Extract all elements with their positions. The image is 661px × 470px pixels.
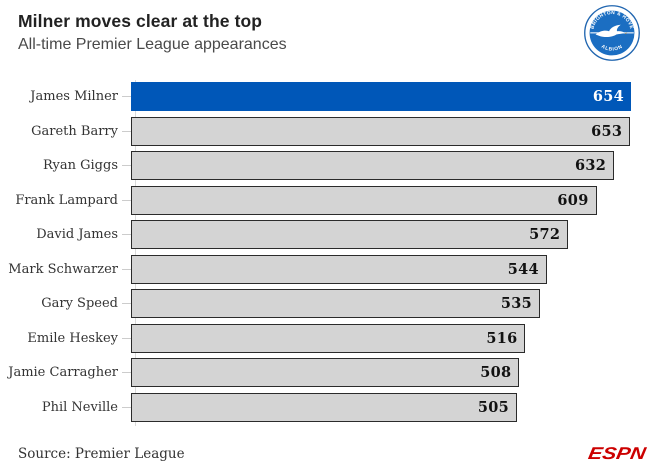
crest-bottom-text: ALBION [600,44,623,53]
brighton-club-crest-icon: BRIGHTON & HOVE ALBION [583,4,641,62]
bar-row: Ryan Giggs 632 [0,151,661,180]
bar-track: 609 [131,185,631,215]
appearances-value-label: 609 [557,191,589,209]
svg-text:ALBION: ALBION [600,44,624,53]
player-name-label: Emile Heskey [27,330,118,346]
bar-row: Gareth Barry 653 [0,116,661,146]
bar-track: 654 [131,82,631,111]
appearances-bar: 508 [131,358,520,387]
chart-subtitle: All-time Premier League appearances [18,35,287,53]
player-name-label: Mark Schwarzer [8,261,118,277]
appearances-bar: 572 [131,220,569,249]
bar-chart: James Milner 654 Gareth Barry 653 Ryan G… [0,80,661,427]
axis-tick [122,372,131,373]
player-name-label: Frank Lampard [15,192,118,208]
axis-tick [122,96,131,97]
player-name-label: Ryan Giggs [42,158,118,173]
appearances-bar: 516 [131,323,526,353]
axis-tick [122,199,131,201]
bar-track: 544 [131,254,631,284]
appearances-value-label: 505 [477,398,510,416]
bar-track: 508 [131,358,631,387]
axis-tick [122,303,131,304]
appearances-value-label: 508 [480,364,512,381]
axis-tick [122,130,131,132]
chart-title: Milner moves clear at the top [18,11,263,31]
appearances-bar: 544 [131,254,547,284]
axis-tick [122,268,131,270]
appearances-bar: 535 [131,289,541,318]
appearances-bar: 653 [131,116,631,146]
appearances-value-label: 535 [500,295,533,312]
axis-tick [122,337,131,339]
chart-footer: Source: Premier League ESPN [18,443,647,465]
appearances-value-label: 516 [486,329,518,347]
appearances-value-label: 654 [592,88,624,105]
bar-row: Emile Heskey 516 [0,323,661,353]
appearances-bar: 654 [131,82,631,111]
player-name-label: Gareth Barry [31,123,118,139]
appearances-bar: 505 [131,392,518,422]
player-name-label: Gary Speed [41,296,118,311]
axis-tick [122,406,131,408]
player-name-label: James Milner [30,89,118,104]
chart-header: Milner moves clear at the top All-time P… [18,11,571,55]
appearances-value-label: 632 [575,157,607,174]
bar-track: 516 [131,323,631,353]
appearances-value-label: 544 [507,260,539,278]
bar-row: Jamie Carragher 508 [0,358,661,387]
appearances-value-label: 653 [591,122,623,140]
axis-tick [122,234,131,235]
bar-row: James Milner 654 [0,82,661,111]
player-name-label: Phil Neville [41,399,118,415]
player-name-label: Jamie Carragher [8,365,118,380]
bar-row: Mark Schwarzer 544 [0,254,661,284]
bar-track: 572 [131,220,631,249]
bar-track: 632 [131,151,631,180]
player-name-label: David James [36,227,118,242]
appearances-bar: 632 [131,151,615,180]
bar-row: Phil Neville 505 [0,392,661,422]
bar-row: David James 572 [0,220,661,249]
axis-tick [122,165,131,166]
espn-logo: ESPN [586,444,647,463]
bar-rows: James Milner 654 Gareth Barry 653 Ryan G… [0,82,661,422]
source-note: Source: Premier League [18,446,185,462]
bar-row: Gary Speed 535 [0,289,661,318]
appearances-bar: 609 [131,185,597,215]
bar-row: Frank Lampard 609 [0,185,661,215]
appearances-value-label: 572 [529,226,561,243]
bar-track: 653 [131,116,631,146]
seagull-icon [595,24,628,38]
bar-track: 505 [131,392,631,422]
y-axis-line [135,80,136,426]
bar-track: 535 [131,289,631,318]
